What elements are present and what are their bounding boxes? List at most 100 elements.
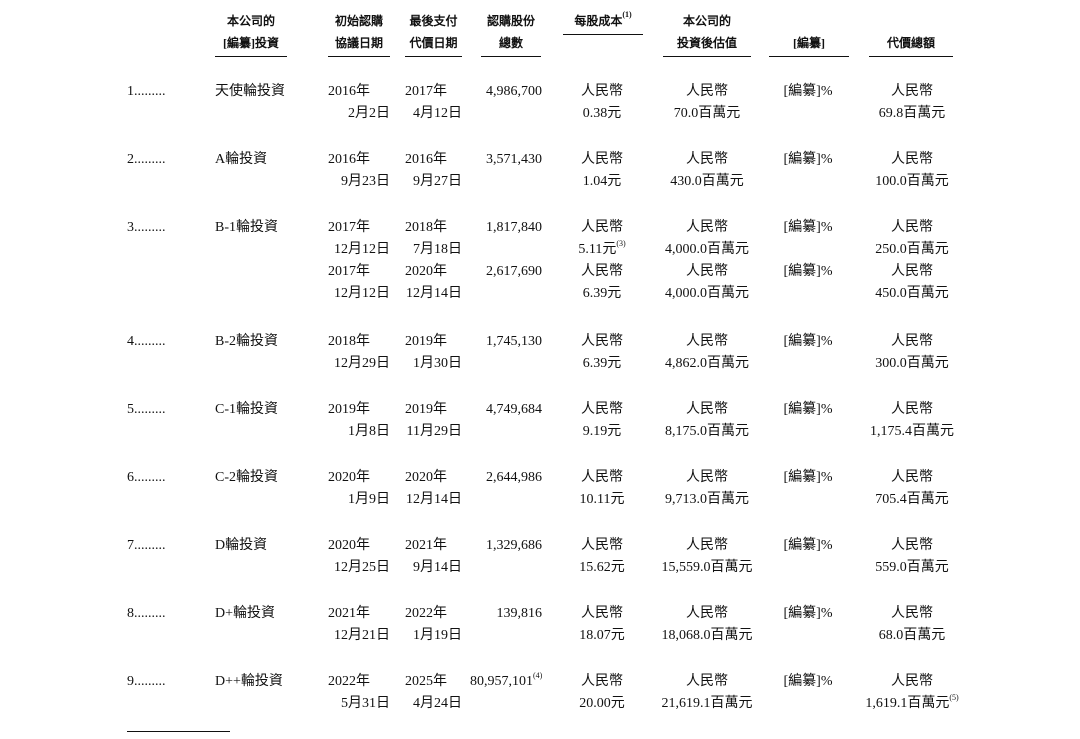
payment-date-line2: 11月29日 — [405, 421, 462, 443]
agreement-date: 2021年 12月21日 — [328, 603, 390, 647]
payment-date-line1: 2018年 — [405, 220, 447, 235]
total-consideration-value: 450.0百萬元 — [875, 286, 949, 301]
agreement-date-line1: 2021年 — [328, 606, 370, 621]
agreement-date-line2: 1月9日 — [328, 489, 390, 511]
post-money-valuation-line2: 15,559.0百萬元 — [655, 557, 759, 579]
payment-date: 2018年 7月18日 — [405, 217, 462, 261]
investment-name: D++輪投資 — [215, 674, 283, 689]
payment-date-line2: 12月14日 — [405, 283, 462, 305]
total-consideration: 人民幣 1,175.4百萬元 — [862, 399, 962, 443]
post-money-valuation: 人民幣 21,619.1百萬元 — [655, 671, 759, 715]
post-money-valuation: 人民幣 430.0百萬元 — [655, 149, 759, 193]
total-consideration-line1: 人民幣 — [891, 264, 933, 279]
total-consideration-line1: 人民幣 — [891, 470, 933, 485]
investment-name: A輪投資 — [215, 152, 268, 167]
agreement-date-line2: 12月12日 — [328, 283, 390, 305]
agreement-date-line1: 2017年 — [328, 220, 370, 235]
post-money-valuation: 人民幣 4,000.0百萬元 — [655, 261, 759, 305]
agreement-date-line2: 1月8日 — [328, 421, 390, 443]
cost-per-share-line2: 10.11元 — [560, 489, 644, 511]
agreement-date: 2016年 9月23日 — [328, 149, 390, 193]
shares: 4,749,684 — [470, 399, 542, 421]
shares: 1,817,840 — [470, 217, 542, 239]
total-consideration: 人民幣 250.0百萬元 — [862, 217, 962, 261]
redacted-percentage: [編纂]% — [783, 334, 833, 349]
cost-per-share-value: 1.04元 — [582, 174, 622, 189]
agreement-date-line1: 2018年 — [328, 334, 370, 349]
agreement-date-line1: 2020年 — [328, 538, 370, 553]
total-consideration-line2: 68.0百萬元 — [862, 625, 962, 647]
payment-date-value: 9月27日 — [413, 174, 462, 189]
redacted-percentage: [編纂]% — [783, 606, 833, 621]
cost-per-share: 人民幣 18.07元 — [560, 603, 644, 647]
total-consideration: 人民幣 100.0百萬元 — [862, 149, 962, 193]
agreement-date: 2016年 2月2日 — [328, 81, 390, 125]
footnote-ref: (4) — [533, 671, 543, 680]
cost-per-share-line2: 0.38元 — [560, 103, 644, 125]
shares-value: 1,745,130 — [486, 334, 542, 349]
post-money-valuation-line2: 70.0百萬元 — [655, 103, 759, 125]
payment-date: 2019年 11月29日 — [405, 399, 462, 443]
investment-name: C-1輪投資 — [215, 402, 278, 417]
header-text: 每股成本 — [574, 14, 623, 28]
redacted-percentage: [編纂]% — [783, 402, 833, 417]
table-row: 5......... C-1輪投資 2019年 1月8日 2019年 11月29日 4,74… — [0, 399, 1080, 467]
cost-per-share-value: 9.19元 — [582, 424, 622, 439]
cost-per-share-value: 5.11元 — [578, 242, 617, 257]
cost-per-share: 人民幣 15.62元 — [560, 535, 644, 579]
total-consideration-value: 68.0百萬元 — [878, 628, 946, 643]
post-money-valuation: 人民幣 8,175.0百萬元 — [655, 399, 759, 443]
payment-date: 2017年 4月12日 — [405, 81, 462, 125]
total-consideration-line1: 人民幣 — [891, 152, 933, 167]
agreement-date-value: 12月29日 — [334, 356, 390, 371]
agreement-date: 2022年 5月31日 — [328, 671, 390, 715]
total-consideration: 人民幣 1,619.1百萬元(5) — [862, 671, 962, 715]
agreement-date-line1: 2017年 — [328, 264, 370, 279]
agreement-date-line2: 12月12日 — [328, 239, 390, 261]
header-total: 代價總額 — [869, 10, 953, 57]
agreement-date-line2: 2月2日 — [328, 103, 390, 125]
header-text: 初始認購 — [334, 14, 383, 28]
shares-value: 4,749,684 — [486, 402, 542, 417]
payment-date-line1: 2022年 — [405, 606, 447, 621]
cost-per-share-value: 18.07元 — [579, 628, 625, 643]
cost-per-share-line2: 6.39元 — [560, 353, 644, 375]
header-payment-date: 最後支付 代價日期 — [405, 10, 462, 57]
investment-name: B-2輪投資 — [215, 334, 278, 349]
payment-date-value: 12月14日 — [406, 492, 462, 507]
agreement-date-line2: 12月29日 — [328, 353, 390, 375]
footnote-ref: (5) — [949, 693, 959, 702]
agreement-date-line2: 5月31日 — [328, 693, 390, 715]
total-consideration-line2: 300.0百萬元 — [862, 353, 962, 375]
payment-date-line1: 2020年 — [405, 264, 447, 279]
agreement-date-line1: 2016年 — [328, 84, 370, 99]
total-consideration: 人民幣 559.0百萬元 — [862, 535, 962, 579]
post-money-valuation-line2: 18,068.0百萬元 — [655, 625, 759, 647]
investment-name: C-2輪投資 — [215, 470, 278, 485]
investment-name: B-1輪投資 — [215, 220, 278, 235]
post-money-valuation: 人民幣 18,068.0百萬元 — [655, 603, 759, 647]
shares: 1,329,686 — [470, 535, 542, 557]
tranche: 2022年 5月31日 2025年 4月24日 80,957,101(4) 人民幣 20.0… — [0, 671, 1080, 715]
agreement-date-line2: 12月21日 — [328, 625, 390, 647]
post-money-valuation-value: 4,862.0百萬元 — [665, 356, 749, 371]
agreement-date-value: 9月23日 — [341, 174, 390, 189]
header-text: 代價日期 — [409, 36, 458, 50]
post-money-valuation-value: 8,175.0百萬元 — [665, 424, 749, 439]
row-number: 4......... — [127, 334, 166, 349]
header-text: 投資後估值 — [676, 36, 737, 50]
post-money-valuation-line2: 4,000.0百萬元 — [655, 239, 759, 261]
payment-date-value: 9月14日 — [413, 560, 462, 575]
total-consideration: 人民幣 450.0百萬元 — [862, 261, 962, 305]
post-money-valuation-line1: 人民幣 — [686, 402, 728, 417]
tranche: 2020年 12月25日 2021年 9月14日 1,329,686 人民幣 15.62元人… — [0, 535, 1080, 579]
payment-date: 2022年 1月19日 — [405, 603, 462, 647]
cost-per-share: 人民幣 1.04元 — [560, 149, 644, 193]
payment-date-line2: 4月12日 — [405, 103, 462, 125]
row-number: 9......... — [127, 674, 166, 689]
post-money-valuation-line1: 人民幣 — [686, 606, 728, 621]
agreement-date-value: 1月9日 — [348, 492, 390, 507]
cost-per-share-line1: 人民幣 — [581, 334, 623, 349]
post-money-valuation: 人民幣 4,862.0百萬元 — [655, 331, 759, 375]
post-money-valuation-line2: 9,713.0百萬元 — [655, 489, 759, 511]
